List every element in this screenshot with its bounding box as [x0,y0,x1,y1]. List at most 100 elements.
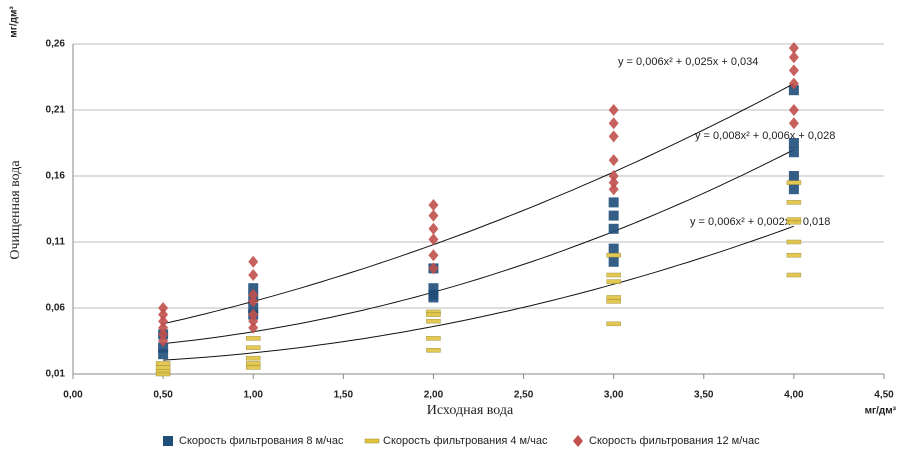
marker [428,283,439,294]
legend-label: Скорость фильтрования 8 м/час [179,435,344,447]
trendline [162,83,795,325]
marker [158,349,169,360]
marker [426,347,441,353]
marker [245,355,261,361]
x-tick-label: 2,00 [424,390,444,401]
marker [158,302,169,314]
marker [245,365,261,370]
x-tick-label: 2,50 [514,390,534,401]
marker [788,77,799,90]
marker [786,272,802,278]
marker [788,41,799,54]
marker [248,303,259,313]
marker [248,315,259,328]
marker [608,104,619,116]
marker [788,104,799,116]
x-tick-label: 1,50 [334,390,354,401]
marker [608,256,619,267]
marker [788,85,799,96]
legend-label: Скорость фильтрования 12 м/час [589,435,760,447]
trendline-equation: y = 0,006x² + 0,002x + 0,018 [690,216,830,228]
marker [788,117,799,130]
marker [248,295,259,308]
marker [788,147,799,158]
marker [428,233,439,246]
y-unit: мг/дм³ [9,6,20,38]
marker [608,210,619,221]
marker [788,171,799,181]
trendline-equation: y = 0,008x² + 0,006x + 0,028 [695,130,835,142]
y-tick-label: 0,01 [46,369,66,380]
marker [608,117,619,130]
marker [248,288,259,301]
x-tick-label: 0,00 [63,390,83,401]
marker [428,209,439,222]
marker [428,199,439,212]
legend-marker [364,438,380,444]
marker [158,328,169,341]
y-tick-label: 0,11 [46,237,65,248]
marker [245,345,261,350]
marker [245,336,261,341]
marker [608,176,619,189]
x-tick-label: 4,50 [874,390,894,401]
marker [158,321,169,334]
marker [786,200,802,205]
marker [248,283,259,294]
y-axis-title: Очищенная вода [8,160,23,260]
marker [608,170,619,182]
marker [155,365,171,370]
marker [608,154,619,167]
marker [788,51,799,64]
marker [428,292,439,303]
x-tick-label: 4,00 [784,390,804,401]
marker [426,312,441,317]
marker [788,184,799,195]
marker [786,180,802,185]
marker [428,249,439,262]
marker [608,243,619,254]
x-axis-title: Исходная вода [427,403,514,418]
marker [608,130,619,143]
legend-marker [163,436,173,446]
marker [786,239,802,245]
x-unit: мг/дм³ [865,406,897,417]
x-tick-label: 0,50 [153,390,173,401]
marker [786,252,802,258]
legend-label: Скорость фильтрования 4 м/час [383,435,548,447]
marker [606,279,621,284]
marker [608,183,619,196]
y-tick-label: 0,06 [46,303,66,314]
marker [426,336,441,341]
marker [606,295,621,300]
marker [606,321,621,327]
marker [248,308,259,321]
marker [788,138,799,148]
marker [248,255,259,268]
marker [606,299,621,304]
marker [608,223,619,234]
marker [155,371,171,377]
marker [248,269,259,281]
marker [155,361,171,366]
trendline [163,149,795,345]
marker [158,342,169,353]
marker [158,308,169,321]
marker [426,318,441,324]
y-tick-label: 0,16 [46,171,66,182]
trendline-equation: y = 0,006x² + 0,025x + 0,034 [618,56,758,68]
marker [428,222,439,235]
x-tick-label: 3,00 [604,390,624,401]
marker [248,321,259,334]
marker [608,197,619,208]
marker [606,252,621,258]
marker [158,315,169,328]
y-tick-label: 0,21 [46,105,66,116]
marker [245,361,261,366]
marker [158,335,169,347]
trendline [163,225,795,361]
marker [606,272,621,278]
y-tick-label: 0,26 [46,39,66,50]
x-tick-label: 3,50 [694,390,714,401]
